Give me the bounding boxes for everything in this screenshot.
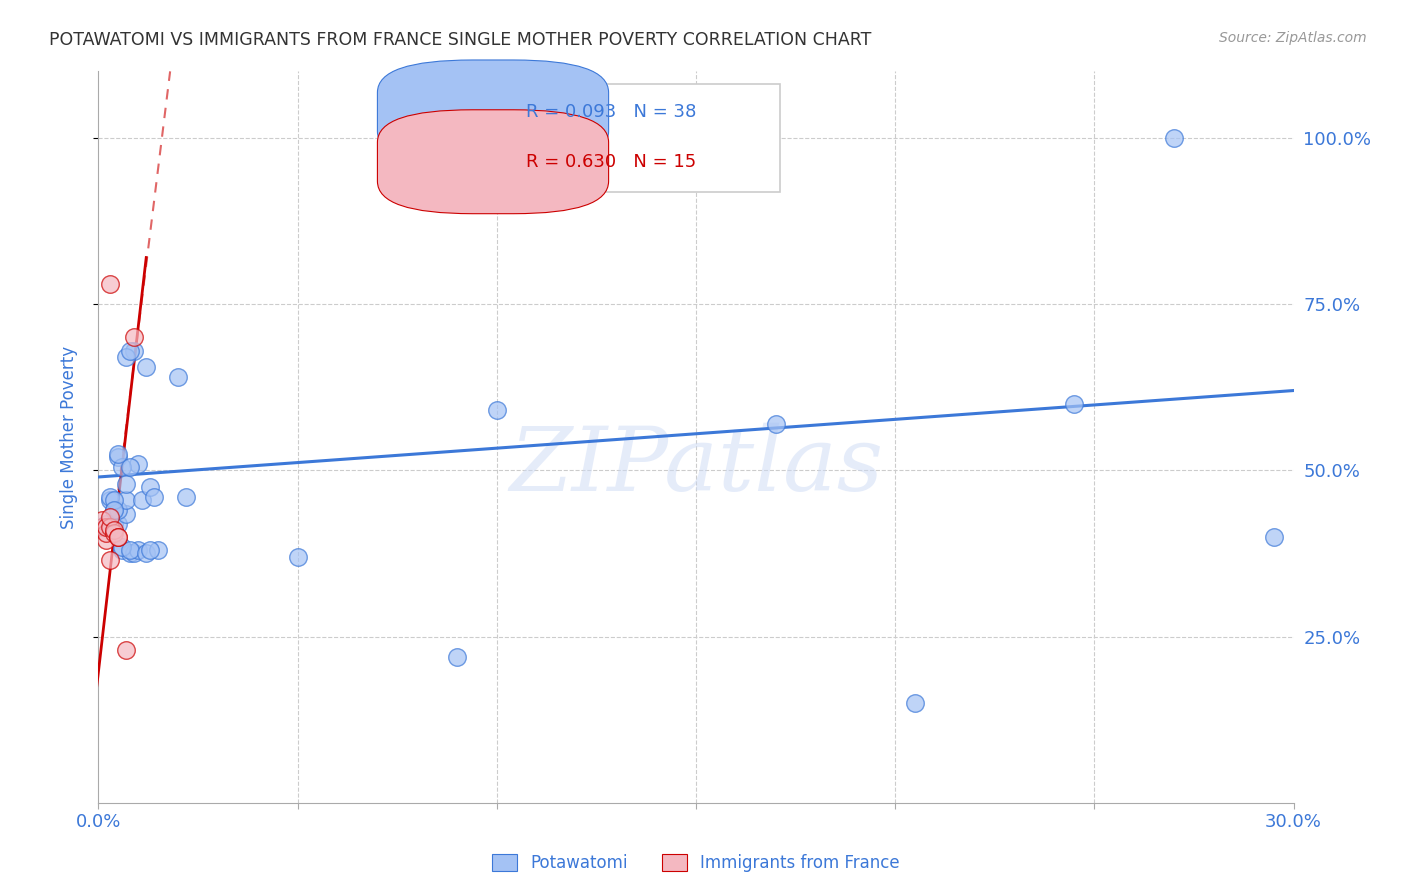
Point <box>120 543 142 558</box>
Point <box>135 360 157 375</box>
Point <box>107 516 129 531</box>
Point <box>100 277 122 292</box>
Point <box>107 450 129 464</box>
Point <box>120 460 142 475</box>
Point <box>148 543 170 558</box>
Point <box>107 447 129 461</box>
Point <box>91 513 114 527</box>
Point <box>103 493 125 508</box>
Point <box>115 643 138 657</box>
Point <box>100 553 122 567</box>
Point <box>120 343 142 358</box>
Text: POTAWATOMI VS IMMIGRANTS FROM FRANCE SINGLE MOTHER POVERTY CORRELATION CHART: POTAWATOMI VS IMMIGRANTS FROM FRANCE SIN… <box>49 31 872 49</box>
Point <box>124 330 146 344</box>
Y-axis label: Single Mother Poverty: Single Mother Poverty <box>59 345 77 529</box>
Point <box>115 493 138 508</box>
Point <box>100 520 122 534</box>
Point <box>96 520 118 534</box>
Point <box>124 343 146 358</box>
Text: ZIPatlas: ZIPatlas <box>509 423 883 509</box>
Point <box>904 696 927 710</box>
Point <box>103 503 125 517</box>
Point <box>107 503 129 517</box>
Point <box>127 543 149 558</box>
Point <box>135 546 157 560</box>
Point <box>1163 131 1185 145</box>
Point <box>115 351 138 365</box>
Point <box>131 493 153 508</box>
Point <box>446 649 468 664</box>
Point <box>103 503 125 517</box>
Point <box>111 460 134 475</box>
Point <box>107 530 129 544</box>
Point <box>103 516 125 531</box>
Point <box>100 490 122 504</box>
Point <box>91 520 114 534</box>
Point <box>100 509 122 524</box>
Point <box>287 549 309 564</box>
Point <box>100 520 122 534</box>
Point <box>139 543 162 558</box>
Point <box>100 493 122 508</box>
Point <box>1263 530 1285 544</box>
Point <box>96 533 118 548</box>
Point <box>115 507 138 521</box>
Point <box>103 523 125 537</box>
Point <box>96 526 118 541</box>
Point <box>485 403 508 417</box>
Point <box>111 543 134 558</box>
Point <box>139 480 162 494</box>
Point <box>1063 397 1085 411</box>
Point <box>103 526 125 541</box>
Point <box>111 540 134 554</box>
Point <box>120 546 142 560</box>
Legend: Potawatomi, Immigrants from France: Potawatomi, Immigrants from France <box>485 847 907 879</box>
Point <box>96 520 118 534</box>
Point <box>91 520 114 534</box>
Text: Source: ZipAtlas.com: Source: ZipAtlas.com <box>1219 31 1367 45</box>
Point <box>127 457 149 471</box>
Point <box>107 530 129 544</box>
Point <box>143 490 166 504</box>
Point <box>167 370 190 384</box>
Point <box>115 476 138 491</box>
Point <box>124 546 146 560</box>
Point <box>765 417 787 431</box>
Point <box>96 516 118 531</box>
Point <box>174 490 197 504</box>
